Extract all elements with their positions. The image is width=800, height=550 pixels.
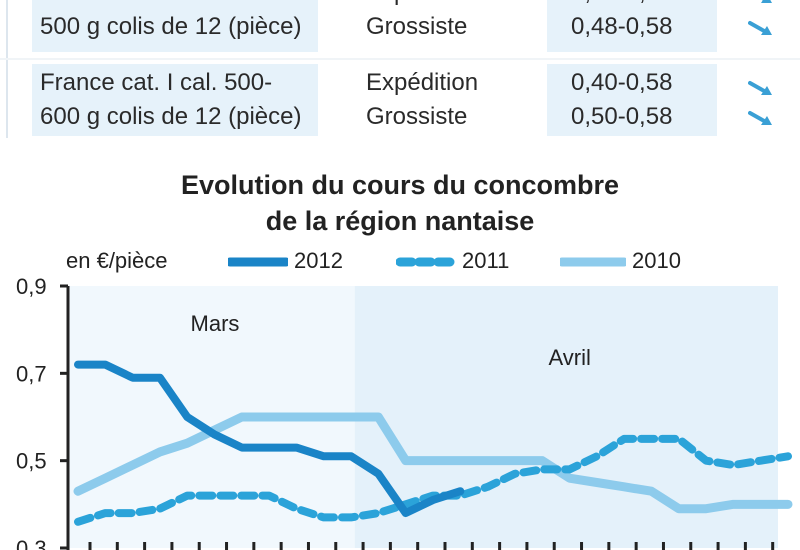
product-label-line2: 500 g colis de 12 (pièce) xyxy=(40,13,302,40)
legend-swatch-2011 xyxy=(396,257,456,267)
product-cell-bg xyxy=(32,0,318,52)
price-table: France cat. I cal. 400- 500 g colis de 1… xyxy=(0,0,800,138)
y-tick-label: 0,3 xyxy=(16,536,47,550)
price-cell-bg xyxy=(547,0,717,52)
price-value-grossiste: 0,48-0,58 xyxy=(571,13,673,40)
stage-label-grossiste: Grossiste xyxy=(366,103,468,130)
series-line-2010 xyxy=(73,412,793,514)
period-label-avril: Avril xyxy=(549,345,591,370)
price-value-expedition: 0,38-0,52 xyxy=(571,0,672,10)
chart-title-line2: de la région nantaise xyxy=(265,206,535,236)
legend-swatch-2012 xyxy=(228,257,288,267)
stage-label-grossiste: Grossiste xyxy=(366,13,468,40)
down-arrow-icon xyxy=(748,21,772,35)
chart-title-line1: Evolution du cours du concombre xyxy=(180,170,620,200)
y-unit-label: en €/pièce xyxy=(66,248,168,273)
price-cell-bg xyxy=(547,64,717,136)
product-label-line1: France cat. I cal. 400- xyxy=(40,0,272,10)
period-label-mars: Mars xyxy=(191,311,240,336)
legend-label-2012: 2012 xyxy=(294,248,343,273)
legend-label-2010: 2010 xyxy=(632,248,681,273)
y-tick-label: 0,9 xyxy=(16,274,47,299)
series-line-2011 xyxy=(74,434,792,526)
y-tick-label: 0,5 xyxy=(16,449,47,474)
stage-label-expedition: Expédition xyxy=(366,0,478,10)
down-arrow-icon xyxy=(761,0,772,3)
product-label-line1: France cat. I cal. 500- xyxy=(40,69,273,96)
table-row: France cat. I cal. 500- 600 g colis de 1… xyxy=(0,64,800,138)
series-line-2012 xyxy=(74,360,465,518)
price-value-grossiste: 0,50-0,58 xyxy=(571,103,673,130)
table-row-separator xyxy=(0,58,800,60)
table-left-rule xyxy=(6,0,8,138)
product-cell-bg xyxy=(32,64,318,136)
legend-swatch-2010 xyxy=(560,257,626,267)
down-arrow-icon xyxy=(748,81,772,95)
stage-label-expedition: Expédition xyxy=(366,69,479,96)
table-row: France cat. I cal. 400- 500 g colis de 1… xyxy=(0,0,800,52)
product-label-line2: 600 g colis de 12 (pièce) xyxy=(40,103,302,130)
down-arrow-icon xyxy=(748,111,772,125)
legend-label-2011: 2011 xyxy=(462,248,510,273)
price-value-expedition: 0,40-0,58 xyxy=(571,69,673,96)
y-tick-label: 0,7 xyxy=(16,361,47,386)
